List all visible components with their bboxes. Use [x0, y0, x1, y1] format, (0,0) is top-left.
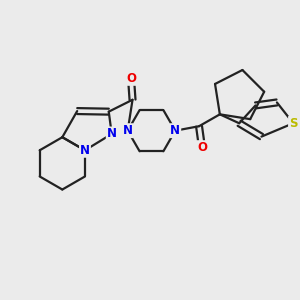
Text: O: O [126, 72, 136, 85]
Text: O: O [197, 141, 207, 154]
Text: N: N [107, 128, 117, 140]
Text: N: N [80, 144, 90, 157]
Text: N: N [170, 124, 180, 137]
Text: S: S [289, 117, 298, 130]
Text: N: N [123, 124, 133, 137]
